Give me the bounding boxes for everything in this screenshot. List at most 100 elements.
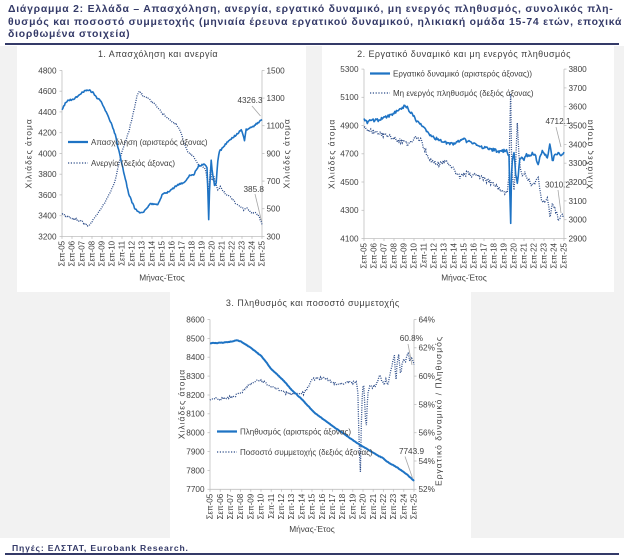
- svg-text:Σεπ-13: Σεπ-13: [138, 240, 147, 266]
- svg-text:Σεπ-17: Σεπ-17: [178, 240, 187, 266]
- svg-text:4200: 4200: [38, 129, 57, 138]
- svg-text:8500: 8500: [186, 334, 205, 343]
- svg-text:Σεπ-09: Σεπ-09: [98, 240, 107, 266]
- svg-text:Σεπ-20: Σεπ-20: [510, 242, 519, 268]
- svg-text:Σεπ-24: Σεπ-24: [399, 493, 408, 519]
- svg-text:Σεπ-11: Σεπ-11: [420, 242, 429, 268]
- svg-text:8200: 8200: [186, 391, 205, 400]
- svg-text:Σεπ-07: Σεπ-07: [226, 493, 235, 519]
- svg-text:3700: 3700: [569, 84, 588, 93]
- svg-text:Σεπ-16: Σεπ-16: [318, 493, 327, 519]
- svg-text:Σεπ-19: Σεπ-19: [500, 242, 509, 268]
- svg-text:Σεπ-17: Σεπ-17: [328, 493, 337, 519]
- svg-text:3200: 3200: [569, 178, 588, 187]
- svg-text:3800: 3800: [569, 65, 588, 74]
- svg-text:Σεπ-16: Σεπ-16: [470, 242, 479, 268]
- svg-text:Σεπ-07: Σεπ-07: [380, 242, 389, 268]
- svg-text:2. Εργατικό δυναμικό και μη εν: 2. Εργατικό δυναμικό και μη ενεργός πληθ…: [357, 49, 571, 59]
- svg-text:4300: 4300: [340, 206, 359, 215]
- svg-text:900: 900: [267, 149, 281, 158]
- svg-text:Χιλιάδες άτομα: Χιλιάδες άτομα: [177, 369, 187, 439]
- svg-text:Σεπ-12: Σεπ-12: [128, 240, 137, 266]
- svg-text:8100: 8100: [186, 410, 205, 419]
- svg-text:3010.2: 3010.2: [545, 181, 570, 190]
- svg-text:1300: 1300: [267, 94, 286, 103]
- svg-text:Σεπ-19: Σεπ-19: [198, 240, 207, 266]
- svg-text:Σεπ-17: Σεπ-17: [480, 242, 489, 268]
- svg-text:Σεπ-06: Σεπ-06: [216, 493, 225, 519]
- svg-text:Σεπ-22: Σεπ-22: [379, 493, 388, 519]
- svg-text:Σεπ-13: Σεπ-13: [440, 242, 449, 268]
- svg-text:Σεπ-21: Σεπ-21: [520, 242, 529, 268]
- svg-text:700: 700: [267, 177, 281, 186]
- svg-text:Σεπ-11: Σεπ-11: [118, 240, 127, 266]
- svg-text:Σεπ-10: Σεπ-10: [108, 240, 117, 266]
- svg-text:Σεπ-05: Σεπ-05: [206, 493, 215, 519]
- svg-text:Σεπ-18: Σεπ-18: [188, 240, 197, 266]
- svg-text:Μήνας-Έτος: Μήνας-Έτος: [289, 524, 335, 534]
- svg-text:Χιλιάδες άτομα: Χιλιάδες άτομα: [585, 119, 595, 189]
- svg-text:56%: 56%: [419, 429, 435, 438]
- svg-text:Σεπ-12: Σεπ-12: [277, 493, 286, 519]
- svg-text:Χιλιάδες άτομα: Χιλιάδες άτομα: [24, 118, 34, 188]
- svg-text:60%: 60%: [419, 372, 435, 381]
- svg-text:8400: 8400: [186, 353, 205, 362]
- svg-text:Σεπ-11: Σεπ-11: [267, 493, 276, 519]
- svg-text:64%: 64%: [419, 315, 435, 324]
- svg-text:4400: 4400: [38, 108, 57, 117]
- svg-text:3600: 3600: [569, 103, 588, 112]
- svg-text:4100: 4100: [340, 234, 359, 243]
- svg-text:Σεπ-20: Σεπ-20: [208, 240, 217, 266]
- svg-text:Σεπ-25: Σεπ-25: [410, 493, 419, 519]
- svg-text:Σεπ-15: Σεπ-15: [308, 493, 317, 519]
- svg-text:7743.9: 7743.9: [399, 447, 424, 456]
- svg-text:Σεπ-19: Σεπ-19: [348, 493, 357, 519]
- svg-text:7800: 7800: [186, 466, 205, 475]
- svg-text:54%: 54%: [419, 457, 435, 466]
- svg-text:Σεπ-18: Σεπ-18: [338, 493, 347, 519]
- svg-text:5100: 5100: [340, 93, 359, 102]
- svg-text:Μήνας-Έτος: Μήνας-Έτος: [139, 273, 185, 283]
- svg-text:Ανεργία (δεξιός άξονας): Ανεργία (δεξιός άξονας): [91, 159, 175, 168]
- svg-text:4326.3: 4326.3: [237, 96, 262, 105]
- svg-text:Σεπ-20: Σεπ-20: [359, 493, 368, 519]
- svg-text:3400: 3400: [38, 212, 57, 221]
- svg-text:Σεπ-23: Σεπ-23: [389, 493, 398, 519]
- svg-text:Σεπ-14: Σεπ-14: [148, 240, 157, 266]
- svg-text:Σεπ-06: Σεπ-06: [68, 240, 77, 266]
- svg-text:Σεπ-15: Σεπ-15: [460, 242, 469, 268]
- svg-text:Σεπ-18: Σεπ-18: [490, 242, 499, 268]
- svg-text:1. Απασχόληση και ανεργία: 1. Απασχόληση και ανεργία: [98, 49, 218, 59]
- svg-text:3400: 3400: [569, 140, 588, 149]
- svg-text:7700: 7700: [186, 485, 205, 494]
- svg-text:1500: 1500: [267, 66, 286, 75]
- svg-text:Σεπ-08: Σεπ-08: [236, 493, 245, 519]
- svg-text:Σεπ-07: Σεπ-07: [78, 240, 87, 266]
- svg-text:3500: 3500: [569, 121, 588, 130]
- svg-text:Πληθυσμός (αριστερός άξονας): Πληθυσμός (αριστερός άξονας): [240, 427, 351, 436]
- svg-text:500: 500: [267, 205, 281, 214]
- svg-text:3100: 3100: [569, 197, 588, 206]
- svg-text:Σεπ-21: Σεπ-21: [218, 240, 227, 266]
- svg-text:62%: 62%: [419, 344, 435, 353]
- svg-text:8600: 8600: [186, 315, 205, 324]
- svg-text:3800: 3800: [38, 170, 57, 179]
- svg-text:Χιλιάδες άτομα: Χιλιάδες άτομα: [282, 118, 292, 188]
- svg-text:Απασχόληση (αριστερός άξονας): Απασχόληση (αριστερός άξονας): [91, 138, 208, 147]
- svg-text:58%: 58%: [419, 400, 435, 409]
- svg-text:Σεπ-21: Σεπ-21: [369, 493, 378, 519]
- svg-text:4712.1: 4712.1: [545, 117, 570, 126]
- svg-text:4500: 4500: [340, 178, 359, 187]
- svg-text:385.8: 385.8: [244, 185, 265, 194]
- svg-text:Σεπ-10: Σεπ-10: [257, 493, 266, 519]
- svg-text:Σεπ-13: Σεπ-13: [287, 493, 296, 519]
- svg-text:Σεπ-25: Σεπ-25: [258, 240, 267, 266]
- svg-text:7900: 7900: [186, 447, 205, 456]
- svg-text:Σεπ-23: Σεπ-23: [540, 242, 549, 268]
- svg-text:Σεπ-05: Σεπ-05: [360, 242, 369, 268]
- svg-text:8300: 8300: [186, 372, 205, 381]
- svg-text:3000: 3000: [569, 216, 588, 225]
- svg-text:Σεπ-25: Σεπ-25: [560, 242, 569, 268]
- svg-text:4700: 4700: [340, 150, 359, 159]
- svg-text:Σεπ-22: Σεπ-22: [228, 240, 237, 266]
